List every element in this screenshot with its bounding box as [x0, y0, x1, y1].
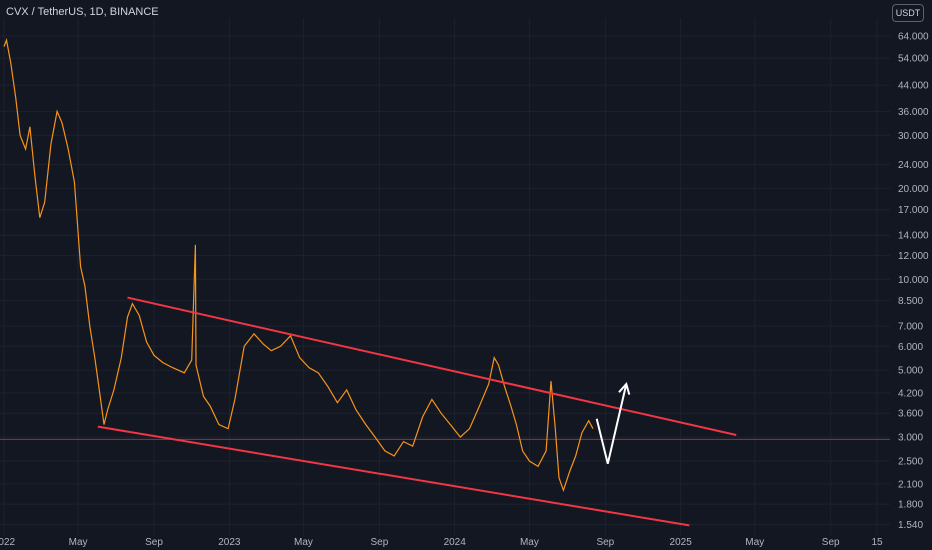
y-tick-label: 24.000 — [898, 160, 929, 171]
x-tick-label: Sep — [596, 537, 614, 548]
x-tick-label: 2024 — [444, 537, 467, 548]
channel-lower-trendline[interactable] — [97, 425, 690, 527]
x-tick-label: May — [69, 537, 88, 548]
chart-grid — [0, 18, 890, 535]
y-tick-label: 64.000 — [898, 31, 929, 42]
y-tick-label: 10.000 — [898, 275, 929, 286]
projection-arrow-path[interactable] — [595, 383, 628, 464]
y-tick-label: 30.000 — [898, 131, 929, 142]
x-tick-label: Sep — [822, 537, 840, 548]
price-series-line — [3, 37, 594, 493]
y-tick-label: 7.000 — [898, 322, 923, 333]
x-tick-label: 2025 — [670, 537, 693, 548]
y-tick-label: 3.600 — [898, 409, 923, 420]
y-tick-label: 4.200 — [898, 389, 923, 400]
y-tick-label: 17.000 — [898, 205, 929, 216]
y-tick-label: 6.000 — [898, 342, 923, 353]
x-tick-label: 2023 — [218, 537, 241, 548]
y-tick-label: 8.500 — [898, 296, 923, 307]
y-tick-label: 12.000 — [898, 251, 929, 262]
symbol-title: CVX / TetherUS, 1D, BINANCE — [6, 6, 159, 18]
x-tick-label: May — [745, 537, 764, 548]
y-tick-label: 54.000 — [898, 54, 929, 65]
time-axis[interactable]: 2022 May Sep 2023 May Sep 2024 May Sep 2025 May Sep… — [0, 537, 883, 548]
price-axis[interactable]: 64.000 54.000 44.000 36.000 30.000 24.000 20.0… — [898, 31, 929, 531]
y-tick-label: 20.000 — [898, 184, 929, 195]
y-tick-label: 5.000 — [898, 366, 923, 377]
x-tick-label: 15 — [871, 537, 883, 548]
y-tick-label: 3.000 — [898, 433, 923, 444]
x-tick-label: 2022 — [0, 537, 16, 548]
projection-arrowhead — [618, 381, 631, 395]
y-tick-label: 1.540 — [898, 520, 923, 531]
y-tick-label: 2.100 — [898, 479, 923, 490]
drawing-annotations — [97, 296, 737, 527]
x-tick-label: Sep — [145, 537, 163, 548]
y-tick-label: 44.000 — [898, 81, 929, 92]
y-tick-label: 2.500 — [898, 457, 923, 468]
y-tick-label: 1.800 — [898, 500, 923, 511]
x-tick-label: Sep — [370, 537, 388, 548]
y-tick-label: 14.000 — [898, 231, 929, 242]
x-tick-label: May — [520, 537, 539, 548]
channel-upper-trendline[interactable] — [127, 296, 737, 436]
currency-badge[interactable]: USDT — [892, 4, 924, 22]
x-tick-label: May — [294, 537, 313, 548]
y-tick-label: 36.000 — [898, 107, 929, 118]
